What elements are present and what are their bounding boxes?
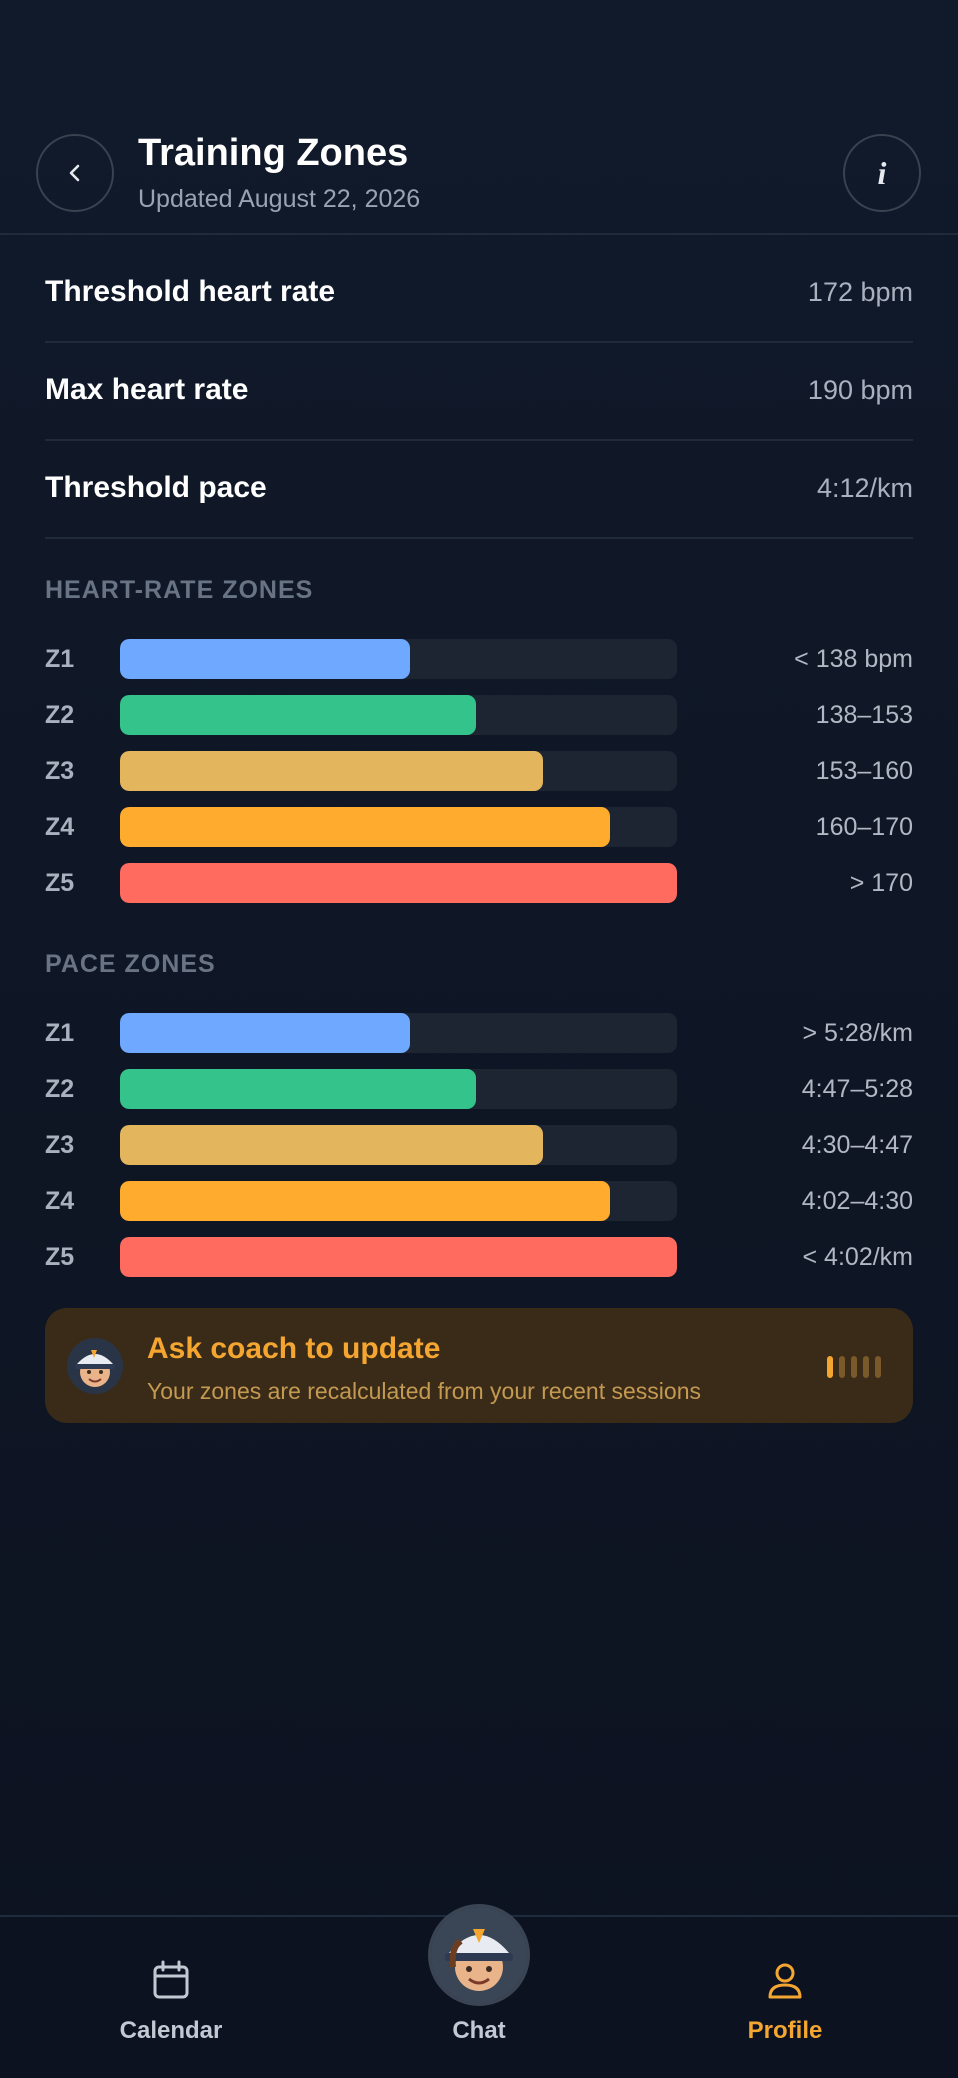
progress-bar-segment bbox=[851, 1356, 857, 1378]
metric-value: 4:12/km bbox=[816, 472, 913, 503]
info-button[interactable]: i bbox=[843, 134, 921, 212]
pace-zone-1: Z1 > 5:28/km bbox=[45, 1013, 913, 1053]
coach-card-subtitle: Your zones are recalculated from your re… bbox=[147, 1378, 701, 1404]
calendar-icon bbox=[153, 1960, 189, 1999]
zone-label: Z1 bbox=[45, 1019, 75, 1047]
zone-fill bbox=[120, 1181, 611, 1221]
metric-threshold-pace: Threshold pace 4:12/km bbox=[45, 439, 913, 539]
zone-range: < 138 bpm bbox=[794, 645, 913, 673]
zone-fill bbox=[120, 1069, 477, 1109]
zone-fill bbox=[120, 1125, 544, 1165]
metric-threshold-heart-rate: Threshold heart rate 172 bpm bbox=[45, 243, 913, 343]
progress-bar-segment bbox=[863, 1356, 869, 1378]
zone-track bbox=[120, 695, 677, 735]
back-button[interactable] bbox=[36, 134, 114, 212]
hr-zone-4: Z4 160–170 bbox=[45, 807, 913, 847]
pace-zone-2: Z2 4:47–5:28 bbox=[45, 1069, 913, 1109]
zone-range: 153–160 bbox=[815, 757, 913, 785]
zone-range: 4:02–4:30 bbox=[801, 1187, 913, 1215]
metric-value: 190 bpm bbox=[807, 374, 913, 405]
chevron-left-icon bbox=[69, 164, 80, 182]
zone-fill bbox=[120, 863, 677, 903]
zone-track bbox=[120, 1237, 677, 1277]
metric-max-heart-rate: Max heart rate 190 bpm bbox=[45, 341, 913, 441]
zone-fill bbox=[120, 807, 611, 847]
zone-track bbox=[120, 639, 677, 679]
zone-label: Z1 bbox=[45, 645, 75, 673]
ask-coach-card[interactable]: Ask coach to update Your zones are recal… bbox=[45, 1308, 913, 1423]
tab-label: Chat bbox=[452, 2017, 506, 2044]
zone-label: Z3 bbox=[45, 1131, 75, 1159]
tab-profile[interactable]: Profile bbox=[685, 1917, 885, 2078]
zone-fill bbox=[120, 695, 477, 735]
pace-zone-5: Z5 < 4:02/km bbox=[45, 1237, 913, 1277]
pace-zones-title: PACE ZONES bbox=[45, 950, 216, 978]
zone-range: 4:47–5:28 bbox=[801, 1075, 913, 1103]
zone-track bbox=[120, 1013, 677, 1053]
page-title: Training Zones bbox=[138, 132, 409, 174]
zone-track bbox=[120, 807, 677, 847]
tab-label: Calendar bbox=[119, 2017, 223, 2044]
progress-bar-segment bbox=[827, 1356, 833, 1378]
zone-fill bbox=[120, 751, 544, 791]
zone-label: Z2 bbox=[45, 701, 75, 729]
zone-track bbox=[120, 1125, 677, 1165]
zone-label: Z4 bbox=[45, 1187, 75, 1215]
progress-bar-segment bbox=[839, 1356, 845, 1378]
metric-label: Threshold pace bbox=[45, 471, 267, 504]
heart-rate-zones-title: HEART-RATE ZONES bbox=[45, 576, 314, 604]
zone-range: 138–153 bbox=[815, 701, 913, 729]
progress-bar-segment bbox=[875, 1356, 881, 1378]
zone-range: 4:30–4:47 bbox=[801, 1131, 913, 1159]
header: Training Zones Updated August 22, 2026 i bbox=[0, 0, 958, 235]
coach-card-title: Ask coach to update bbox=[147, 1332, 441, 1365]
pace-zone-4: Z4 4:02–4:30 bbox=[45, 1181, 913, 1221]
zone-label: Z4 bbox=[45, 813, 75, 841]
hr-zone-3: Z3 153–160 bbox=[45, 751, 913, 791]
zone-range: 160–170 bbox=[815, 813, 913, 841]
zone-label: Z3 bbox=[45, 757, 75, 785]
zone-range: > 170 bbox=[849, 869, 913, 897]
zone-label: Z5 bbox=[45, 1243, 75, 1271]
tab-chat[interactable]: Chat bbox=[379, 1917, 579, 2078]
profile-icon bbox=[768, 1963, 802, 1999]
zone-range: > 5:28/km bbox=[802, 1019, 913, 1047]
chat-coach-avatar[interactable] bbox=[428, 1904, 530, 2006]
zone-fill bbox=[120, 1237, 677, 1277]
coach-avatar-icon bbox=[431, 1907, 527, 2003]
zone-track bbox=[120, 1181, 677, 1221]
zone-range: < 4:02/km bbox=[802, 1243, 913, 1271]
zone-label: Z2 bbox=[45, 1075, 75, 1103]
zone-track bbox=[120, 863, 677, 903]
coach-avatar-icon bbox=[67, 1338, 123, 1394]
zone-fill bbox=[120, 1013, 410, 1053]
hr-zone-5: Z5 > 170 bbox=[45, 863, 913, 903]
tab-label: Profile bbox=[747, 2017, 823, 2044]
progress-bars-icon bbox=[827, 1356, 881, 1378]
zone-fill bbox=[120, 639, 410, 679]
hr-zone-1: Z1 < 138 bpm bbox=[45, 639, 913, 679]
page-subtitle: Updated August 22, 2026 bbox=[138, 185, 421, 213]
metric-label: Max heart rate bbox=[45, 373, 249, 406]
zone-label: Z5 bbox=[45, 869, 75, 897]
metric-value: 172 bpm bbox=[807, 276, 913, 307]
info-icon: i bbox=[877, 154, 887, 191]
metric-label: Threshold heart rate bbox=[45, 275, 336, 308]
tab-calendar[interactable]: Calendar bbox=[71, 1917, 271, 2078]
zone-track bbox=[120, 751, 677, 791]
hr-zone-2: Z2 138–153 bbox=[45, 695, 913, 735]
zone-track bbox=[120, 1069, 677, 1109]
pace-zone-3: Z3 4:30–4:47 bbox=[45, 1125, 913, 1165]
